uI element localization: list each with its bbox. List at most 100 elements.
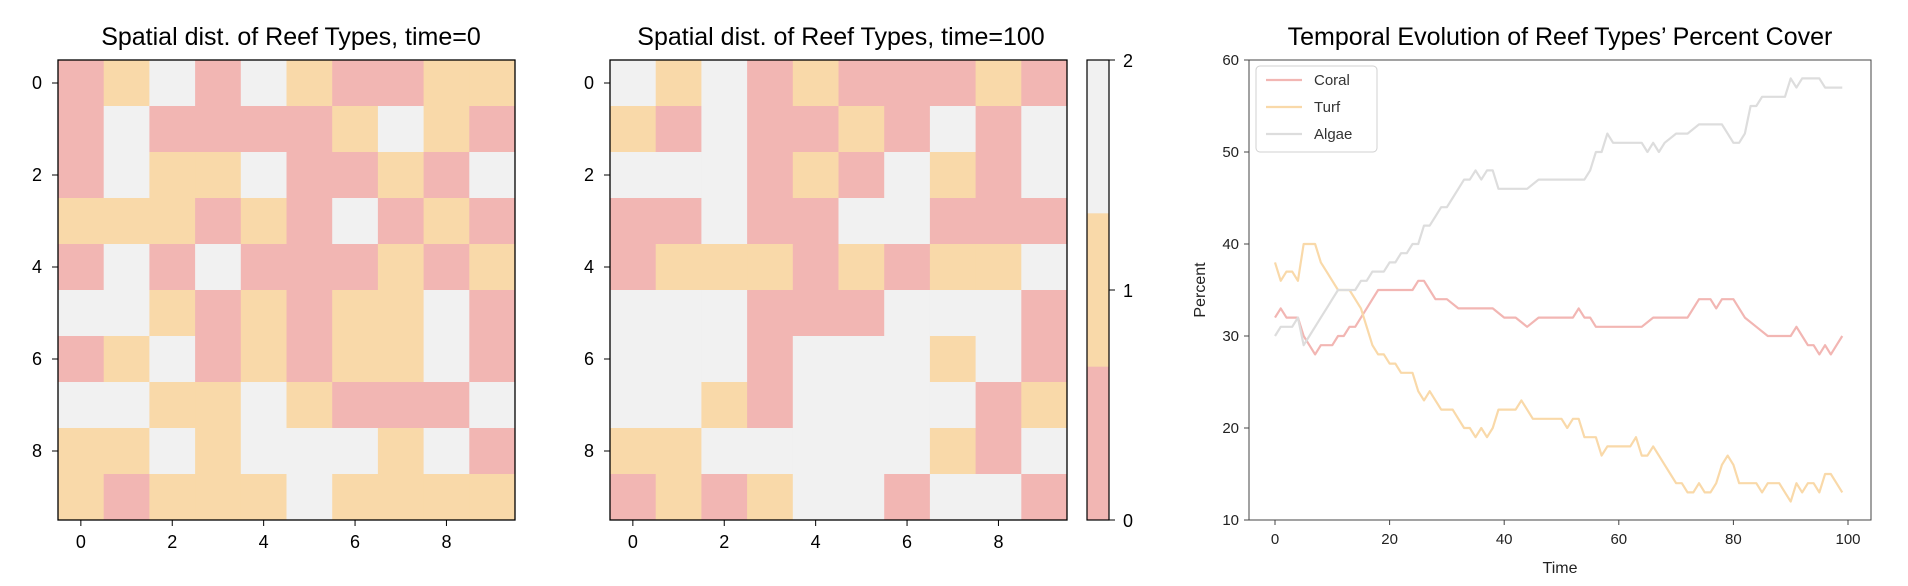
heatmap-2-cell-r4-c0 bbox=[610, 244, 657, 291]
heatmap-2-cell-r7-c6 bbox=[884, 382, 931, 429]
heatmap-2-cell-r2-c6 bbox=[884, 152, 931, 199]
heatmap-2-cell-r8-c8 bbox=[975, 428, 1022, 475]
heatmap-2-cell-r6-c9 bbox=[1021, 336, 1068, 383]
heatmap-2-cell-r8-c7 bbox=[929, 428, 977, 475]
heatmap-2-cell-r9-c0 bbox=[610, 474, 657, 521]
heatmap-2-cell-r6-c2 bbox=[701, 336, 748, 383]
heatmap-2-cell-r3-c7 bbox=[929, 198, 977, 245]
heatmap-2-cell-r5-c0 bbox=[610, 290, 657, 337]
line-chart-xtick-label: 40 bbox=[1496, 531, 1513, 548]
heatmap-2-xtick-label: 8 bbox=[993, 532, 1003, 552]
heatmap-1-cell-r7-c8 bbox=[423, 382, 470, 429]
heatmap-2-cell-r5-c7 bbox=[929, 290, 977, 337]
heatmap-2-cells bbox=[610, 60, 1068, 521]
colorbar-tick-label: 0 bbox=[1123, 511, 1133, 531]
heatmap-2-cell-r8-c1 bbox=[655, 428, 702, 475]
heatmap-2-cell-r9-c9 bbox=[1021, 474, 1068, 521]
heatmap-1-cell-r1-c2 bbox=[149, 106, 196, 153]
heatmap-1-xtick-label: 0 bbox=[76, 532, 86, 552]
heatmap-1-cell-r4-c2 bbox=[149, 244, 196, 291]
line-chart-ytick-label: 20 bbox=[1222, 420, 1239, 437]
line-chart-xlabel: Time bbox=[1543, 560, 1578, 577]
heatmap-2-xtick-label: 0 bbox=[628, 532, 638, 552]
heatmap-2-cell-r4-c3 bbox=[747, 244, 794, 291]
heatmap-2-cell-r8-c0 bbox=[610, 428, 657, 475]
series-line-algae bbox=[1274, 77, 1843, 347]
heatmap-1-cell-r7-c5 bbox=[286, 382, 333, 429]
heatmap-1-cell-r8-c3 bbox=[195, 428, 242, 475]
heatmap-2-cell-r4-c7 bbox=[929, 244, 977, 291]
heatmap-2-cell-r3-c2 bbox=[701, 198, 748, 245]
line-chart-ytick-label: 30 bbox=[1222, 328, 1239, 345]
heatmap-1-cell-r8-c2 bbox=[149, 428, 196, 475]
heatmap-2-cell-r0-c1 bbox=[655, 60, 702, 107]
colorbar-tick-label: 2 bbox=[1123, 51, 1133, 71]
heatmap-1-cell-r7-c9 bbox=[469, 382, 516, 429]
heatmap-2-cell-r2-c8 bbox=[975, 152, 1022, 199]
heatmap-1-cell-r3-c7 bbox=[377, 198, 425, 245]
heatmap-1-cell-r3-c3 bbox=[195, 198, 242, 245]
line-chart-ylabel: Percent bbox=[1192, 262, 1209, 318]
heatmap-2-cell-r7-c2 bbox=[701, 382, 748, 429]
heatmap-1-ytick-label: 8 bbox=[32, 441, 42, 461]
heatmap-2-cell-r1-c1 bbox=[655, 106, 702, 153]
heatmap-2-cell-r1-c3 bbox=[747, 106, 794, 153]
heatmap-1-cell-r0-c2 bbox=[149, 60, 196, 107]
heatmap-1-ticks: 0 2 4 6 8 0 2 4 6 8 bbox=[32, 73, 451, 552]
heatmap-1-cell-r5-c1 bbox=[103, 290, 150, 337]
heatmap-2-cell-r1-c9 bbox=[1021, 106, 1068, 153]
line-chart-ytick-label: 40 bbox=[1222, 236, 1239, 253]
heatmap-2-cell-r9-c5 bbox=[838, 474, 885, 521]
heatmap-2-cell-r8-c6 bbox=[884, 428, 931, 475]
legend-label-algae: Algae bbox=[1314, 126, 1352, 143]
heatmap-1-cell-r0-c8 bbox=[423, 60, 470, 107]
heatmap-1-cell-r7-c0 bbox=[58, 382, 105, 429]
heatmap-2-cell-r3-c3 bbox=[747, 198, 794, 245]
heatmap-2-cell-r6-c3 bbox=[747, 336, 794, 383]
heatmap-2-cell-r6-c0 bbox=[610, 336, 657, 383]
heatmap-1-cell-r9-c1 bbox=[103, 474, 150, 521]
colorbar: 0 1 2 bbox=[1086, 51, 1133, 531]
heatmap-1-cell-r4-c1 bbox=[103, 244, 150, 291]
heatmap-1-cell-r6-c7 bbox=[377, 336, 425, 383]
heatmap-2-cell-r5-c1 bbox=[655, 290, 702, 337]
heatmap-1-cell-r6-c9 bbox=[469, 336, 516, 383]
heatmap-2-cell-r8-c2 bbox=[701, 428, 748, 475]
heatmap-2-cell-r0-c6 bbox=[884, 60, 931, 107]
heatmap-2-cell-r7-c4 bbox=[792, 382, 839, 429]
heatmap-1-cell-r6-c0 bbox=[58, 336, 105, 383]
heatmap-1-cell-r7-c6 bbox=[332, 382, 379, 429]
heatmap-1-xtick-label: 8 bbox=[441, 532, 451, 552]
heatmap-2-cell-r7-c1 bbox=[655, 382, 702, 429]
heatmap-2-cell-r9-c8 bbox=[975, 474, 1022, 521]
heatmap-2-cell-r4-c1 bbox=[655, 244, 702, 291]
heatmap-1-cell-r7-c7 bbox=[377, 382, 425, 429]
line-chart-series bbox=[1273, 77, 1844, 503]
heatmap-1-cell-r4-c9 bbox=[469, 244, 516, 291]
heatmap-2-cell-r8-c5 bbox=[838, 428, 885, 475]
heatmap-2-cell-r5-c2 bbox=[701, 290, 748, 337]
heatmap-1-cell-r8-c9 bbox=[469, 428, 516, 475]
heatmap-2-cell-r6-c6 bbox=[884, 336, 931, 383]
heatmap-2-cell-r7-c7 bbox=[929, 382, 977, 429]
heatmap-2-xtick-label: 2 bbox=[719, 532, 729, 552]
heatmap-1-cell-r9-c3 bbox=[195, 474, 242, 521]
heatmap-1-cell-r8-c7 bbox=[377, 428, 425, 475]
heatmap-1-cell-r3-c1 bbox=[103, 198, 150, 245]
heatmap-1-cell-r5-c0 bbox=[58, 290, 105, 337]
heatmap-2-cell-r2-c7 bbox=[929, 152, 977, 199]
heatmap-2-cell-r5-c4 bbox=[792, 290, 839, 337]
heatmap-2-cell-r0-c7 bbox=[929, 60, 977, 107]
heatmap-1-cell-r3-c8 bbox=[423, 198, 470, 245]
heatmap-2-cell-r5-c9 bbox=[1021, 290, 1068, 337]
heatmap-2-cell-r0-c8 bbox=[975, 60, 1022, 107]
line-chart-legend: Coral Turf Algae bbox=[1255, 65, 1378, 153]
heatmap-2-cell-r4-c6 bbox=[884, 244, 931, 291]
heatmap-1-cell-r0-c3 bbox=[195, 60, 242, 107]
heatmap-1-cell-r2-c5 bbox=[286, 152, 333, 199]
heatmap-2-cell-r0-c0 bbox=[610, 60, 657, 107]
heatmap-1-cell-r3-c2 bbox=[149, 198, 196, 245]
heatmap-1-cell-r2-c4 bbox=[240, 152, 287, 199]
heatmap-2-cell-r3-c4 bbox=[792, 198, 839, 245]
heatmap-2-cell-r1-c0 bbox=[610, 106, 657, 153]
